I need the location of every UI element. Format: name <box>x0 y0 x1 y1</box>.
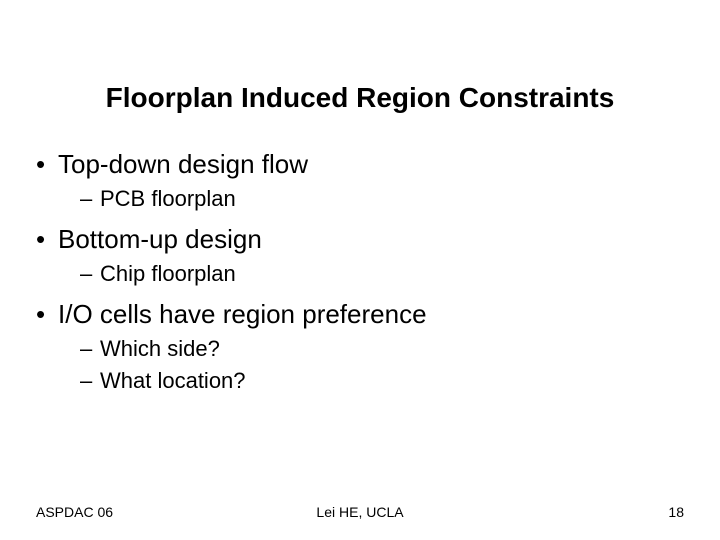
bullet-l2: What location? <box>36 367 684 396</box>
slide-title: Floorplan Induced Region Constraints <box>0 82 720 114</box>
slide-body: Top-down design flow PCB floorplan Botto… <box>36 138 684 396</box>
bullet-l2: Chip floorplan <box>36 260 684 289</box>
bullet-l1: Bottom-up design <box>36 223 684 256</box>
bullet-l1: Top-down design flow <box>36 148 684 181</box>
bullet-l1: I/O cells have region preference <box>36 298 684 331</box>
bullet-l2: PCB floorplan <box>36 185 684 214</box>
footer-page-number: 18 <box>668 504 684 520</box>
footer-center: Lei HE, UCLA <box>36 504 684 520</box>
bullet-l2: Which side? <box>36 335 684 364</box>
slide-footer: ASPDAC 06 Lei HE, UCLA 18 <box>36 500 684 520</box>
slide: Floorplan Induced Region Constraints Top… <box>0 0 720 540</box>
